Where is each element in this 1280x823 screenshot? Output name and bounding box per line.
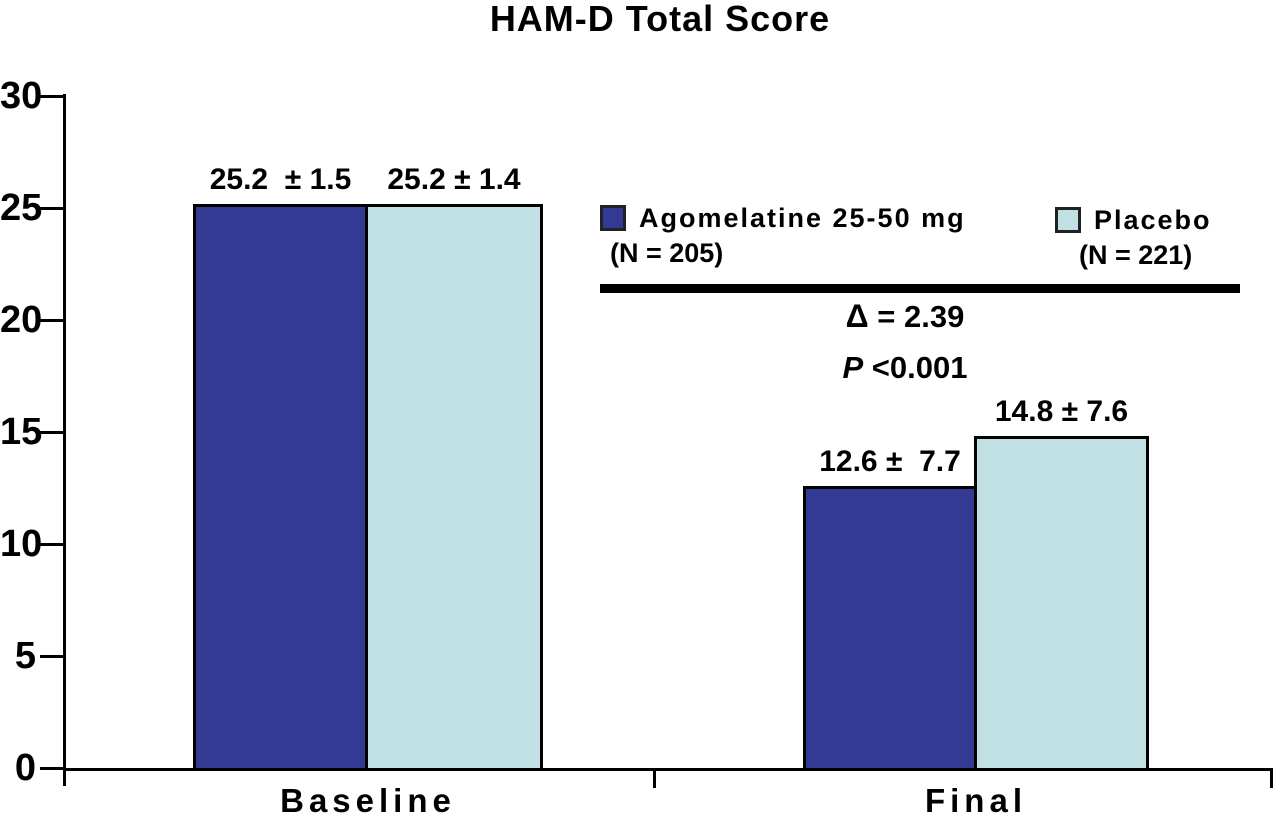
- p-symbol: P: [842, 350, 864, 385]
- category-label-final: Final: [924, 782, 1027, 819]
- legend-n-placebo: (N = 221): [1079, 240, 1193, 270]
- delta-annotation: Δ = 2.39: [745, 298, 1065, 335]
- chart-title: HAM-D Total Score: [489, 0, 831, 39]
- y-tick: [40, 319, 63, 322]
- bar-placebo-final: [974, 436, 1149, 771]
- delta-symbol: Δ: [845, 298, 869, 334]
- legend-label-agomelatine: Agomelatine 25-50 mg: [639, 203, 966, 233]
- bar-value-label: 25.2 ± 1.5: [209, 162, 352, 196]
- category-label-baseline: Baseline: [280, 782, 456, 819]
- y-tick: [40, 655, 63, 658]
- y-tick-label: 15: [0, 411, 43, 453]
- bar-value-label: 25.2 ± 1.4: [387, 162, 521, 196]
- y-tick: [40, 767, 63, 770]
- legend-entry-agomelatine: Agomelatine 25-50 mg (N = 205): [600, 203, 966, 268]
- y-tick: [40, 95, 63, 98]
- bar-agomelatine-baseline: [193, 203, 368, 771]
- y-tick-label: 5: [14, 635, 36, 677]
- x-tick: [1270, 768, 1273, 788]
- placebo-swatch-icon: [1055, 207, 1081, 233]
- agomelatine-swatch-icon: [600, 205, 626, 231]
- y-tick-label: 20: [0, 299, 43, 341]
- legend-label-placebo: Placebo: [1094, 205, 1212, 235]
- legend-entry-placebo: Placebo (N = 221): [1055, 205, 1212, 270]
- bar-value-label: 14.8 ± 7.6: [994, 395, 1129, 429]
- delta-value: = 2.39: [868, 299, 965, 334]
- legend-n-agomelatine: (N = 205): [610, 238, 724, 268]
- y-tick: [40, 207, 63, 210]
- x-axis-line: [63, 768, 1273, 771]
- y-tick: [40, 431, 63, 434]
- bar-placebo-baseline: [365, 203, 543, 771]
- p-value-annotation: P <0.001: [745, 350, 1065, 386]
- y-tick-label: 10: [0, 523, 43, 565]
- bar-value-label: 12.6 ± 7.7: [819, 444, 961, 478]
- y-tick-label: 25: [0, 187, 43, 229]
- y-axis-line: [63, 94, 66, 786]
- y-tick-label: 0: [14, 747, 36, 789]
- x-tick: [653, 768, 656, 788]
- legend-separator-rule: [600, 284, 1240, 293]
- y-tick-label: 30: [0, 75, 43, 117]
- bar-agomelatine-final: [803, 485, 977, 771]
- p-value: <0.001: [863, 350, 968, 385]
- y-tick: [40, 543, 63, 546]
